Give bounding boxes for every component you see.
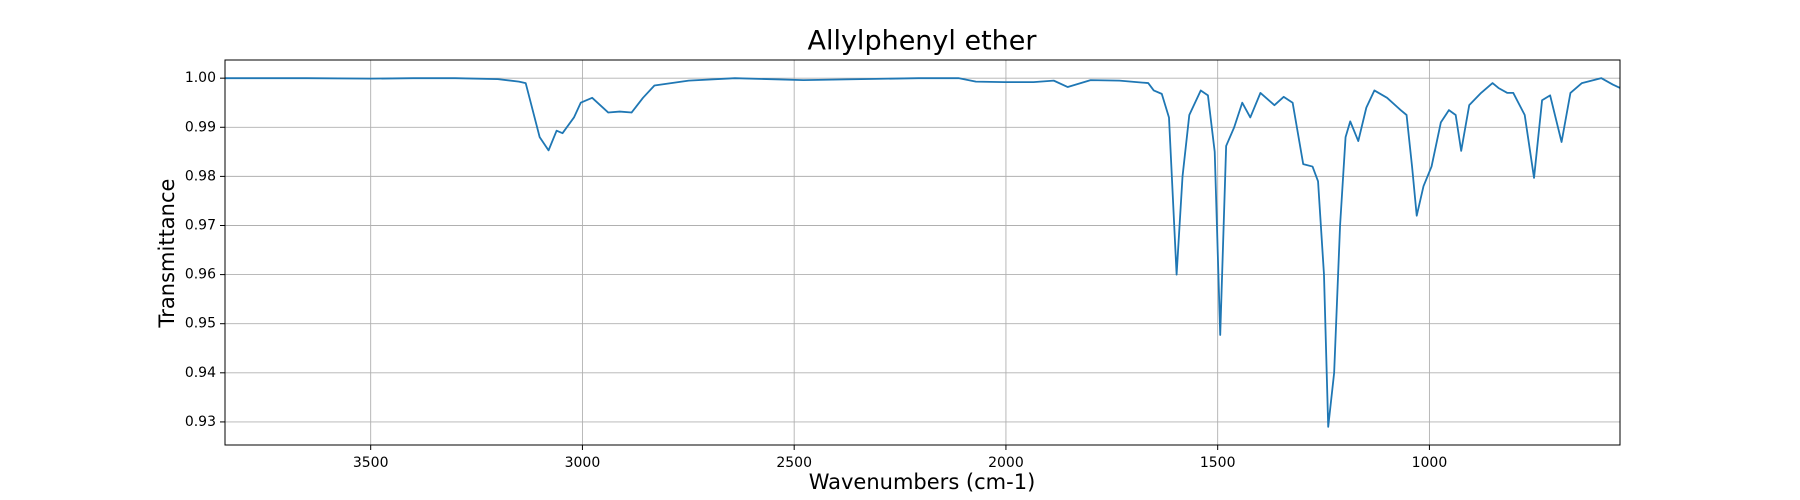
y-tick-label: 0.95 bbox=[185, 316, 216, 332]
y-tick-label: 0.93 bbox=[185, 414, 216, 430]
plot-frame bbox=[224, 59, 1621, 446]
spectrum-line bbox=[225, 77, 1621, 428]
y-tick-label: 1.00 bbox=[185, 70, 216, 86]
x-tick-label: 3000 bbox=[565, 455, 601, 471]
x-tick-label: 1500 bbox=[1200, 455, 1236, 471]
y-tick-label: 0.94 bbox=[185, 365, 216, 381]
x-axis-label: Wavenumbers (cm-1) bbox=[809, 470, 1036, 494]
y-tick-label: 0.99 bbox=[185, 119, 216, 135]
y-tick-label: 0.96 bbox=[185, 267, 216, 283]
x-tick-label: 2500 bbox=[776, 455, 812, 471]
x-tick-label: 3500 bbox=[353, 455, 389, 471]
y-axis-label: Transmittance bbox=[155, 179, 179, 329]
y-tick-label: 0.97 bbox=[185, 217, 216, 233]
chart-title: Allylphenyl ether bbox=[807, 26, 1037, 57]
x-tick-label: 1000 bbox=[1412, 455, 1448, 471]
y-tick-label: 0.98 bbox=[185, 168, 216, 184]
x-tick-label: 2000 bbox=[988, 455, 1024, 471]
